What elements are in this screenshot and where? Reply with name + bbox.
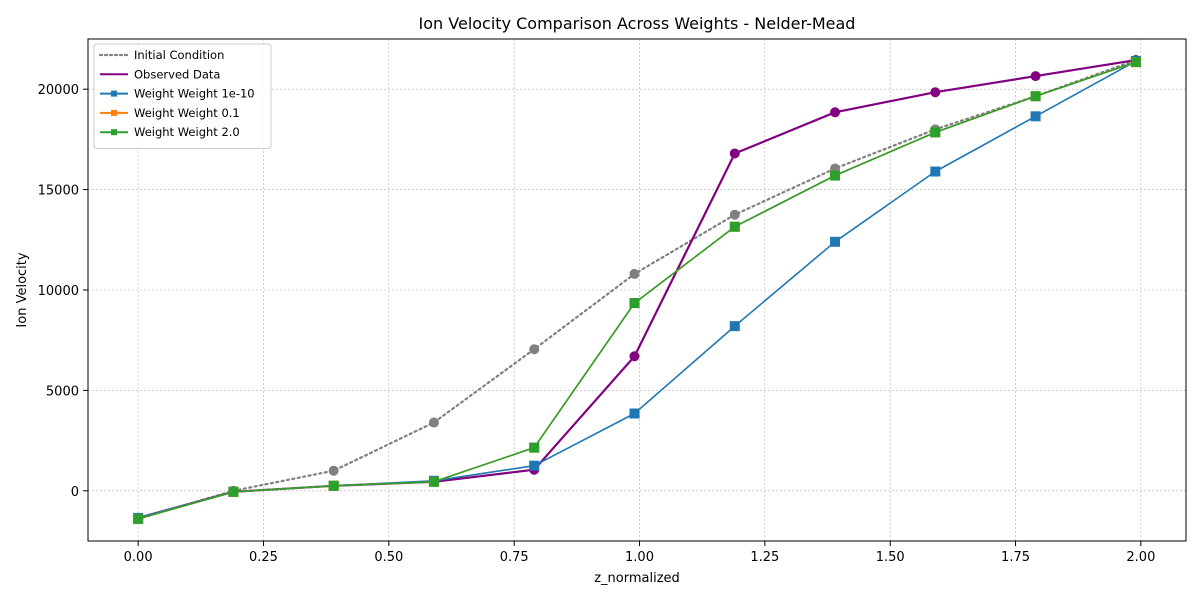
data-point [228, 486, 239, 497]
chart-title: Ion Velocity Comparison Across Weights -… [419, 14, 856, 33]
data-point [428, 476, 439, 487]
x-tick-label: 1.00 [625, 550, 654, 565]
data-point [1030, 111, 1041, 122]
legend-label: Observed Data [134, 67, 220, 81]
data-point [328, 480, 339, 491]
data-point [529, 460, 540, 471]
data-point [729, 221, 740, 232]
data-point [428, 417, 439, 428]
y-axis-label: Ion Velocity [15, 252, 30, 327]
y-tick-label: 20000 [38, 83, 79, 98]
data-point [830, 236, 841, 247]
x-tick-label: 0.50 [374, 550, 403, 565]
legend-label: Weight Weight 0.1 [134, 106, 240, 120]
x-tick-label: 1.25 [750, 550, 779, 565]
data-point [729, 321, 740, 332]
x-tick-label: 1.50 [876, 550, 905, 565]
data-point [529, 344, 540, 355]
data-point [133, 513, 144, 524]
series-4 [133, 57, 1141, 524]
y-tick-label: 10000 [38, 284, 79, 299]
y-tick-label: 5000 [46, 384, 79, 399]
data-point [1030, 91, 1041, 102]
x-tick-label: 0.25 [249, 550, 278, 565]
x-axis-label: z_normalized [594, 571, 680, 586]
legend-marker [111, 109, 117, 116]
data-point [1030, 71, 1041, 82]
data-point [629, 268, 640, 279]
data-point [930, 166, 941, 177]
x-tick-label: 0.75 [500, 550, 529, 565]
data-point [529, 442, 540, 453]
legend-box [93, 43, 272, 149]
data-point [729, 209, 740, 220]
data-point [830, 170, 841, 181]
data-point [930, 87, 941, 98]
grid [88, 39, 1186, 541]
data-point [830, 107, 841, 118]
data-point [629, 408, 640, 419]
plot-series [133, 55, 1141, 524]
data-point [629, 298, 640, 309]
x-tick-label: 1.75 [1001, 550, 1030, 565]
axis-ticks: 0.00 0.25 0.50 0.75 1.00 1.25 1.50 1.75 2.00 0 500… [38, 83, 1156, 565]
x-tick-label: 0.00 [124, 550, 153, 565]
y-tick-label: 0 [71, 485, 79, 500]
legend-marker [111, 90, 117, 97]
y-tick-label: 15000 [38, 184, 79, 199]
legend-label: Weight Weight 2.0 [134, 125, 240, 139]
data-point [328, 465, 339, 476]
legend-label: Weight Weight 1e-10 [134, 87, 255, 101]
data-point [930, 127, 941, 138]
legend-marker [111, 129, 117, 136]
data-point [729, 148, 740, 159]
data-point [629, 351, 640, 362]
data-point [1130, 57, 1141, 68]
legend-label: Initial Condition [134, 48, 224, 62]
x-tick-label: 2.00 [1126, 550, 1155, 565]
legend: Initial Condition Observed Data Weight Wei… [93, 43, 272, 149]
